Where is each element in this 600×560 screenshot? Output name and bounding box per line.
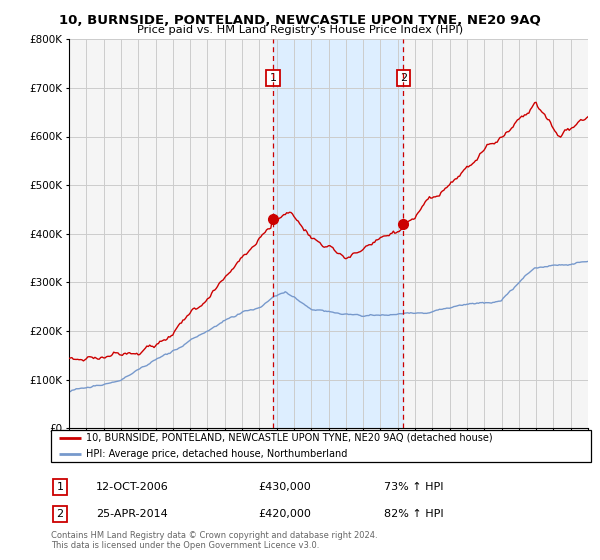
Text: 10, BURNSIDE, PONTELAND, NEWCASTLE UPON TYNE, NE20 9AQ: 10, BURNSIDE, PONTELAND, NEWCASTLE UPON …	[59, 14, 541, 27]
Text: 82% ↑ HPI: 82% ↑ HPI	[384, 509, 443, 519]
Text: 12-OCT-2006: 12-OCT-2006	[96, 482, 169, 492]
Text: 10, BURNSIDE, PONTELAND, NEWCASTLE UPON TYNE, NE20 9AQ (detached house): 10, BURNSIDE, PONTELAND, NEWCASTLE UPON …	[86, 433, 493, 442]
Text: This data is licensed under the Open Government Licence v3.0.: This data is licensed under the Open Gov…	[51, 541, 319, 550]
Text: 1: 1	[269, 73, 277, 83]
FancyBboxPatch shape	[51, 430, 591, 462]
Bar	[273, 39, 403, 428]
Text: 1: 1	[56, 482, 64, 492]
Text: £420,000: £420,000	[258, 509, 311, 519]
Text: 2: 2	[400, 73, 407, 83]
Text: 73% ↑ HPI: 73% ↑ HPI	[384, 482, 443, 492]
Text: HPI: Average price, detached house, Northumberland: HPI: Average price, detached house, Nort…	[86, 449, 347, 459]
Text: 25-APR-2014: 25-APR-2014	[96, 509, 168, 519]
Text: 2: 2	[56, 509, 64, 519]
Text: £430,000: £430,000	[258, 482, 311, 492]
Text: Price paid vs. HM Land Registry's House Price Index (HPI): Price paid vs. HM Land Registry's House …	[137, 25, 463, 35]
Text: Contains HM Land Registry data © Crown copyright and database right 2024.: Contains HM Land Registry data © Crown c…	[51, 531, 377, 540]
